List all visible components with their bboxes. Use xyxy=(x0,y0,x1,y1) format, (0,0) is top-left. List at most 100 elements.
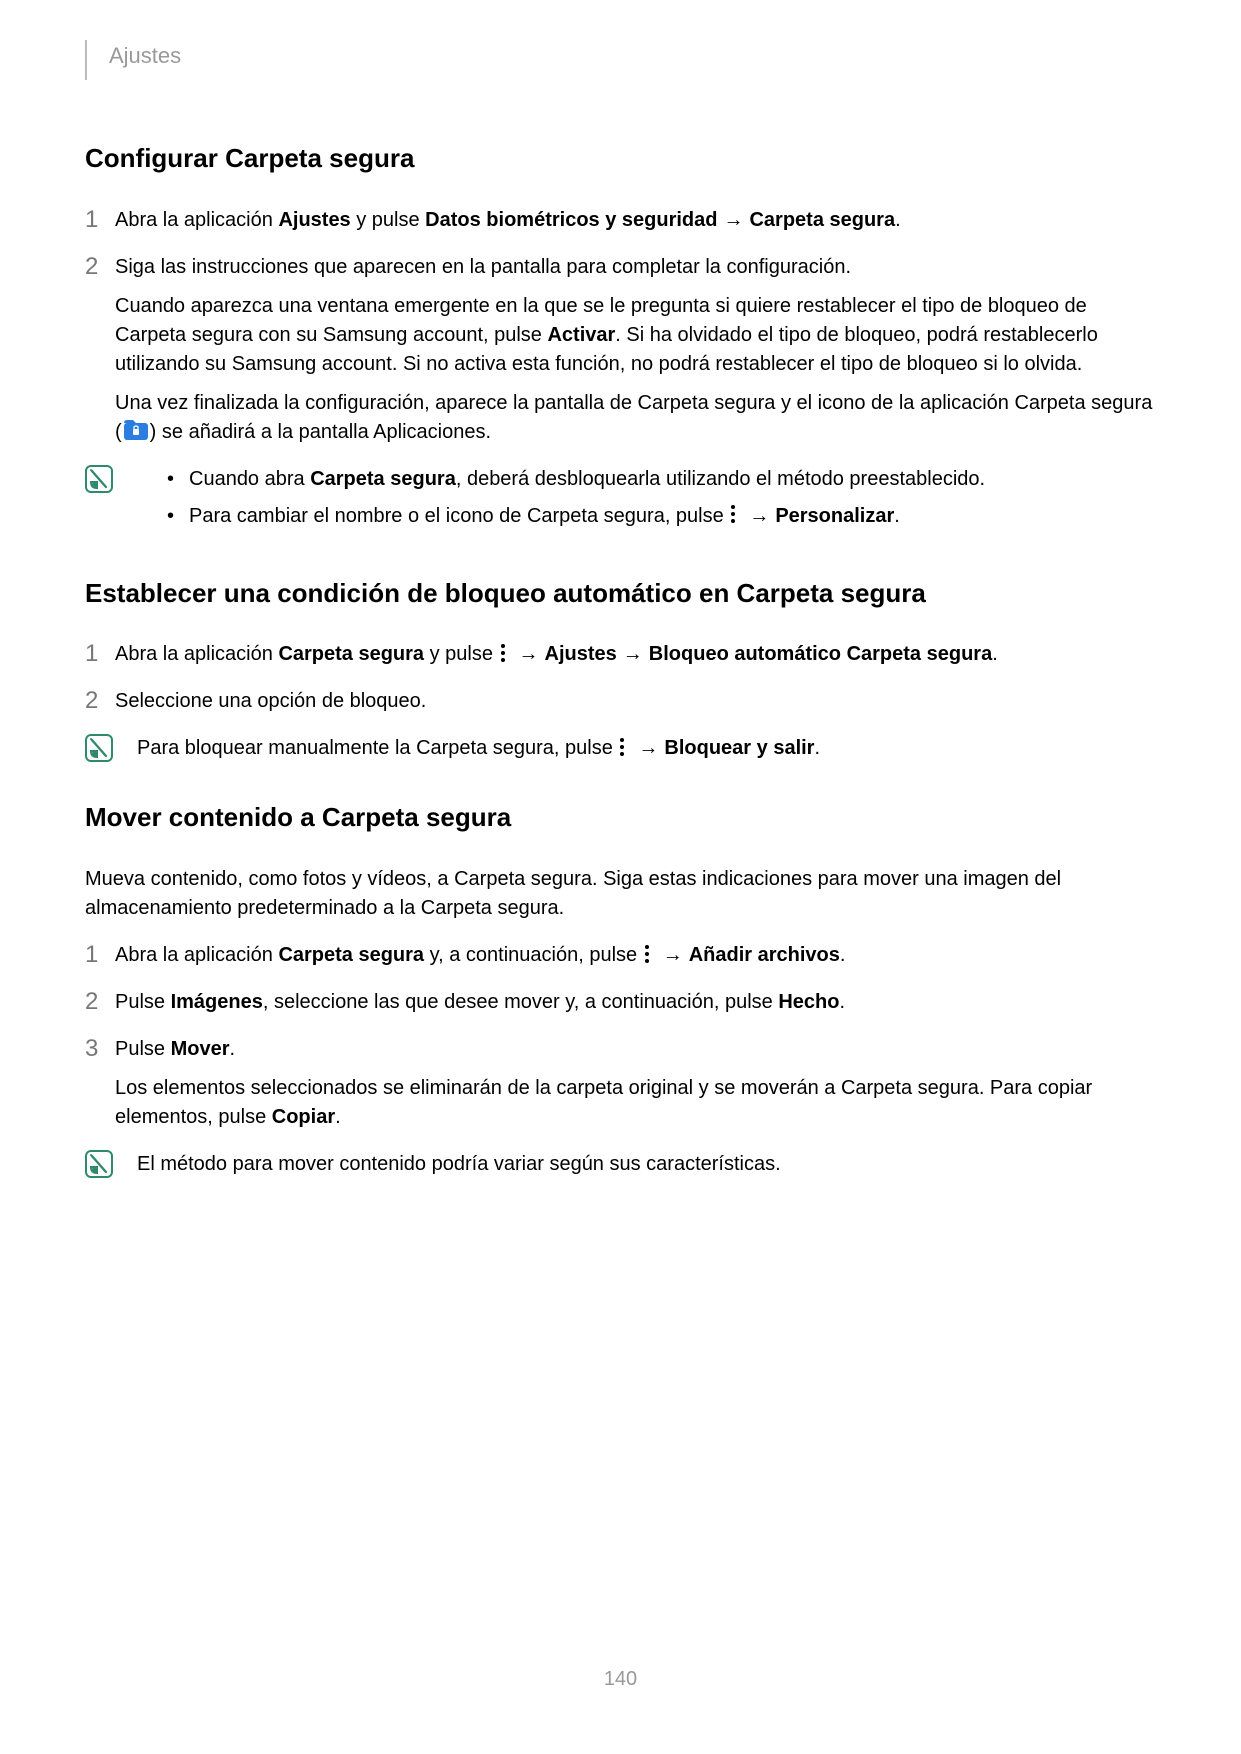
note-bullet-list: Cuando abra Carpeta segura, deberá desbl… xyxy=(167,465,1156,531)
text-run: y pulse xyxy=(424,643,498,665)
bold-text: Carpeta segura xyxy=(278,944,424,966)
page-number: 140 xyxy=(604,1665,637,1694)
text-run: y, a continuación, pulse xyxy=(424,944,643,966)
step-number: 1 xyxy=(85,206,115,235)
text-run: . xyxy=(839,991,845,1013)
bold-text: Personalizar xyxy=(775,505,894,527)
note-block: Para bloquear manualmente la Carpeta seg… xyxy=(85,734,1156,763)
text-run: . xyxy=(895,209,901,231)
step-main: Abra la aplicación Carpeta segura y puls… xyxy=(115,640,1156,669)
text-run: , seleccione las que desee mover y, a co… xyxy=(263,991,779,1013)
bold-text: Bloqueo automático Carpeta segura xyxy=(649,643,992,665)
step-number: 2 xyxy=(85,988,115,1017)
text-run: y pulse xyxy=(351,209,425,231)
text-run: . xyxy=(335,1106,341,1128)
step-body: Pulse Imágenes, seleccione las que desee… xyxy=(115,988,1156,1017)
note-body: El método para mover contenido podría va… xyxy=(137,1150,1156,1179)
step-number: 1 xyxy=(85,941,115,970)
step: 2Pulse Imágenes, seleccione las que dese… xyxy=(85,988,1156,1017)
more-options-icon xyxy=(643,944,657,964)
text-run: , deberá desbloquearla utilizando el mét… xyxy=(456,468,985,490)
text-run: . xyxy=(840,944,846,966)
note-icon xyxy=(85,465,113,493)
text-run: El método para mover contenido podría va… xyxy=(137,1153,781,1175)
step-sub: Los elementos seleccionados se eliminará… xyxy=(115,1074,1156,1132)
step-number: 3 xyxy=(85,1035,115,1064)
step-body: Siga las instrucciones que aparecen en l… xyxy=(115,253,1156,447)
arrow-glyph: → xyxy=(513,643,545,665)
text-run: . xyxy=(894,505,900,527)
bold-text: Añadir archivos xyxy=(689,944,840,966)
bold-text: Imágenes xyxy=(171,991,263,1013)
note-bullet-item: Cuando abra Carpeta segura, deberá desbl… xyxy=(167,465,1156,494)
note-icon xyxy=(85,1150,113,1178)
text-run: Abra la aplicación xyxy=(115,209,278,231)
step: 1Abra la aplicación Carpeta segura y pul… xyxy=(85,640,1156,669)
bold-text: Mover xyxy=(171,1038,230,1060)
section-title: Configurar Carpeta segura xyxy=(85,140,1156,178)
bold-text: Carpeta segura xyxy=(749,209,895,231)
bold-text: Datos biométricos y seguridad xyxy=(425,209,717,231)
step-body: Abra la aplicación Carpeta segura y puls… xyxy=(115,640,1156,669)
step-main: Pulse Imágenes, seleccione las que desee… xyxy=(115,988,1156,1017)
step-body: Pulse Mover.Los elementos seleccionados … xyxy=(115,1035,1156,1132)
step: 2Seleccione una opción de bloqueo. xyxy=(85,687,1156,716)
step-number: 1 xyxy=(85,640,115,669)
note-block: El método para mover contenido podría va… xyxy=(85,1150,1156,1179)
breadcrumb: Ajustes xyxy=(109,40,1156,72)
note-icon xyxy=(85,734,113,762)
text-run: Cuando abra xyxy=(189,468,310,490)
secure-folder-icon xyxy=(124,420,148,440)
step-number: 2 xyxy=(85,253,115,282)
step-main: Pulse Mover. xyxy=(115,1035,1156,1064)
bold-text: Bloquear y salir xyxy=(664,737,814,759)
text-run: Pulse xyxy=(115,991,171,1013)
section-title: Mover contenido a Carpeta segura xyxy=(85,799,1156,837)
bold-text: Carpeta segura xyxy=(310,468,456,490)
step-main: Siga las instrucciones que aparecen en l… xyxy=(115,253,1156,282)
note-block: Cuando abra Carpeta segura, deberá desbl… xyxy=(85,465,1156,539)
arrow-glyph: → xyxy=(743,505,775,527)
bold-text: Activar xyxy=(547,324,615,346)
bold-text: Carpeta segura xyxy=(278,643,424,665)
text-run: Para cambiar el nombre o el icono de Car… xyxy=(189,505,729,527)
note-bullet-item: Para cambiar el nombre o el icono de Car… xyxy=(167,502,1156,531)
text-run: Abra la aplicación xyxy=(115,944,278,966)
step-main: Abra la aplicación Ajustes y pulse Datos… xyxy=(115,206,1156,235)
step: 1Abra la aplicación Carpeta segura y, a … xyxy=(85,941,1156,970)
text-run: Para bloquear manualmente la Carpeta seg… xyxy=(137,737,618,759)
step-number: 2 xyxy=(85,687,115,716)
text-run: Pulse xyxy=(115,1038,171,1060)
text-run: Los elementos seleccionados se eliminará… xyxy=(115,1077,1092,1128)
bold-text: Ajustes xyxy=(278,209,350,231)
arrow-glyph: → xyxy=(657,944,689,966)
step-body: Seleccione una opción de bloqueo. xyxy=(115,687,1156,716)
note-body: Cuando abra Carpeta segura, deberá desbl… xyxy=(137,465,1156,539)
section-title: Establecer una condición de bloqueo auto… xyxy=(85,575,1156,613)
arrow-glyph: → xyxy=(717,209,749,231)
text-run: . xyxy=(230,1038,236,1060)
step-main: Seleccione una opción de bloqueo. xyxy=(115,687,1156,716)
bold-text: Hecho xyxy=(778,991,839,1013)
text-run: . xyxy=(992,643,998,665)
text-run: Abra la aplicación xyxy=(115,643,278,665)
step-sub: Una vez finalizada la configuración, apa… xyxy=(115,389,1156,447)
text-run: Seleccione una opción de bloqueo. xyxy=(115,690,426,712)
more-options-icon xyxy=(618,737,632,757)
bold-text: Copiar xyxy=(272,1106,335,1128)
header-wrap: Ajustes xyxy=(85,40,1156,80)
step: 1Abra la aplicación Ajustes y pulse Dato… xyxy=(85,206,1156,235)
more-options-icon xyxy=(499,643,513,663)
step: 2Siga las instrucciones que aparecen en … xyxy=(85,253,1156,447)
arrow-glyph: → xyxy=(617,643,649,665)
section-intro: Mueva contenido, como fotos y vídeos, a … xyxy=(85,865,1156,923)
more-options-icon xyxy=(729,504,743,524)
text-run: Siga las instrucciones que aparecen en l… xyxy=(115,256,851,278)
text-run: ) se añadirá a la pantalla Aplicaciones. xyxy=(150,421,491,443)
bold-text: Ajustes xyxy=(545,643,617,665)
text-run: . xyxy=(814,737,820,759)
arrow-glyph: → xyxy=(632,737,664,759)
step: 3Pulse Mover.Los elementos seleccionados… xyxy=(85,1035,1156,1132)
step-sub: Cuando aparezca una ventana emergente en… xyxy=(115,292,1156,379)
step-main: Abra la aplicación Carpeta segura y, a c… xyxy=(115,941,1156,970)
